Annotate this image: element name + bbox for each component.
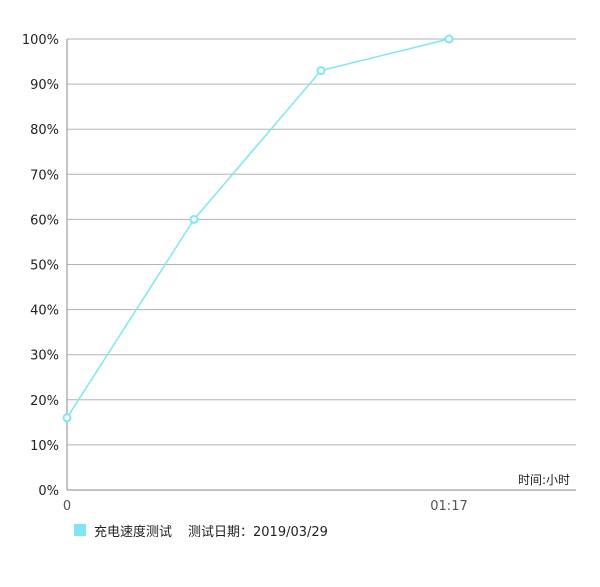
series-layer xyxy=(62,34,454,423)
y-tick-label: 0% xyxy=(38,484,59,499)
label-layer: 0% 10% 20% 30% 40% 50% 60% 70% 80% 90% 100% 0 01:17 时… xyxy=(22,33,570,514)
data-point xyxy=(316,66,326,76)
legend-swatch xyxy=(74,524,86,536)
y-tick-label: 30% xyxy=(30,349,59,364)
y-tick-label: 50% xyxy=(30,259,59,274)
legend-test-date: 测试日期：2019/03/29 xyxy=(188,524,328,540)
y-tick-label: 90% xyxy=(30,78,59,93)
x-tick-label: 0 xyxy=(63,499,71,514)
y-tick-label: 40% xyxy=(30,304,59,319)
data-point xyxy=(62,413,72,423)
data-point xyxy=(189,214,199,224)
legend: 充电速度测试 测试日期：2019/03/29 xyxy=(74,519,328,541)
y-tick-label: 10% xyxy=(30,439,59,454)
y-tick-label: 80% xyxy=(30,123,59,138)
y-tick-label: 70% xyxy=(30,168,59,183)
legend-series-label: 充电速度测试 xyxy=(94,524,173,540)
grid-layer xyxy=(67,38,576,446)
x-tick-label: 01:17 xyxy=(430,499,467,514)
y-tick-label: 20% xyxy=(30,394,59,409)
data-point xyxy=(444,34,454,44)
series-line xyxy=(66,38,450,419)
y-tick-label: 100% xyxy=(22,33,59,48)
y-tick-label: 60% xyxy=(30,213,59,228)
x-axis-title: 时间:小时 xyxy=(518,473,570,487)
